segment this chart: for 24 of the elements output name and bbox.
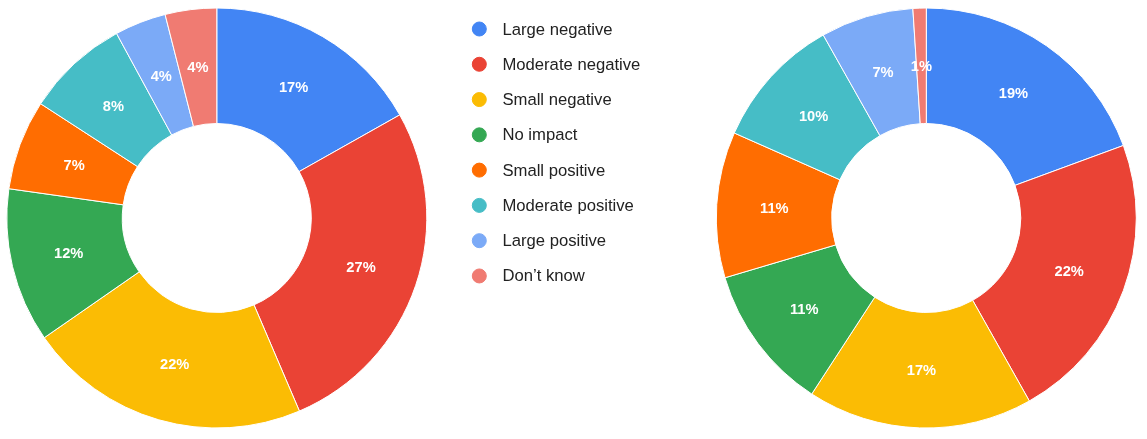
legend-label: Large positive (502, 231, 607, 251)
data-label: 11% (760, 200, 789, 217)
legend-label: Don’t know (502, 266, 586, 286)
legend-label: Large negative (502, 19, 613, 39)
data-label: 4% (150, 68, 172, 85)
data-label: 17% (906, 362, 937, 379)
data-label: 7% (63, 156, 85, 173)
data-label: 22% (160, 356, 190, 373)
legend-label: Small negative (502, 90, 612, 110)
data-label: 11% (790, 301, 819, 318)
legend-label: Moderate positive (502, 195, 634, 215)
data-label: 1% (910, 57, 933, 74)
legend-label: Moderate negative (502, 54, 641, 74)
data-label: 10% (798, 107, 829, 124)
legend-label: No impact (502, 125, 578, 145)
data-label: 4% (187, 58, 209, 75)
data-label: 17% (278, 78, 309, 95)
data-label: 7% (872, 64, 894, 81)
legend-label: Small positive (502, 160, 606, 180)
data-label: 22% (1054, 262, 1084, 279)
data-label: 12% (54, 245, 84, 262)
data-label: 27% (346, 258, 376, 275)
data-label: 19% (998, 85, 1029, 102)
data-label: 8% (102, 98, 125, 115)
